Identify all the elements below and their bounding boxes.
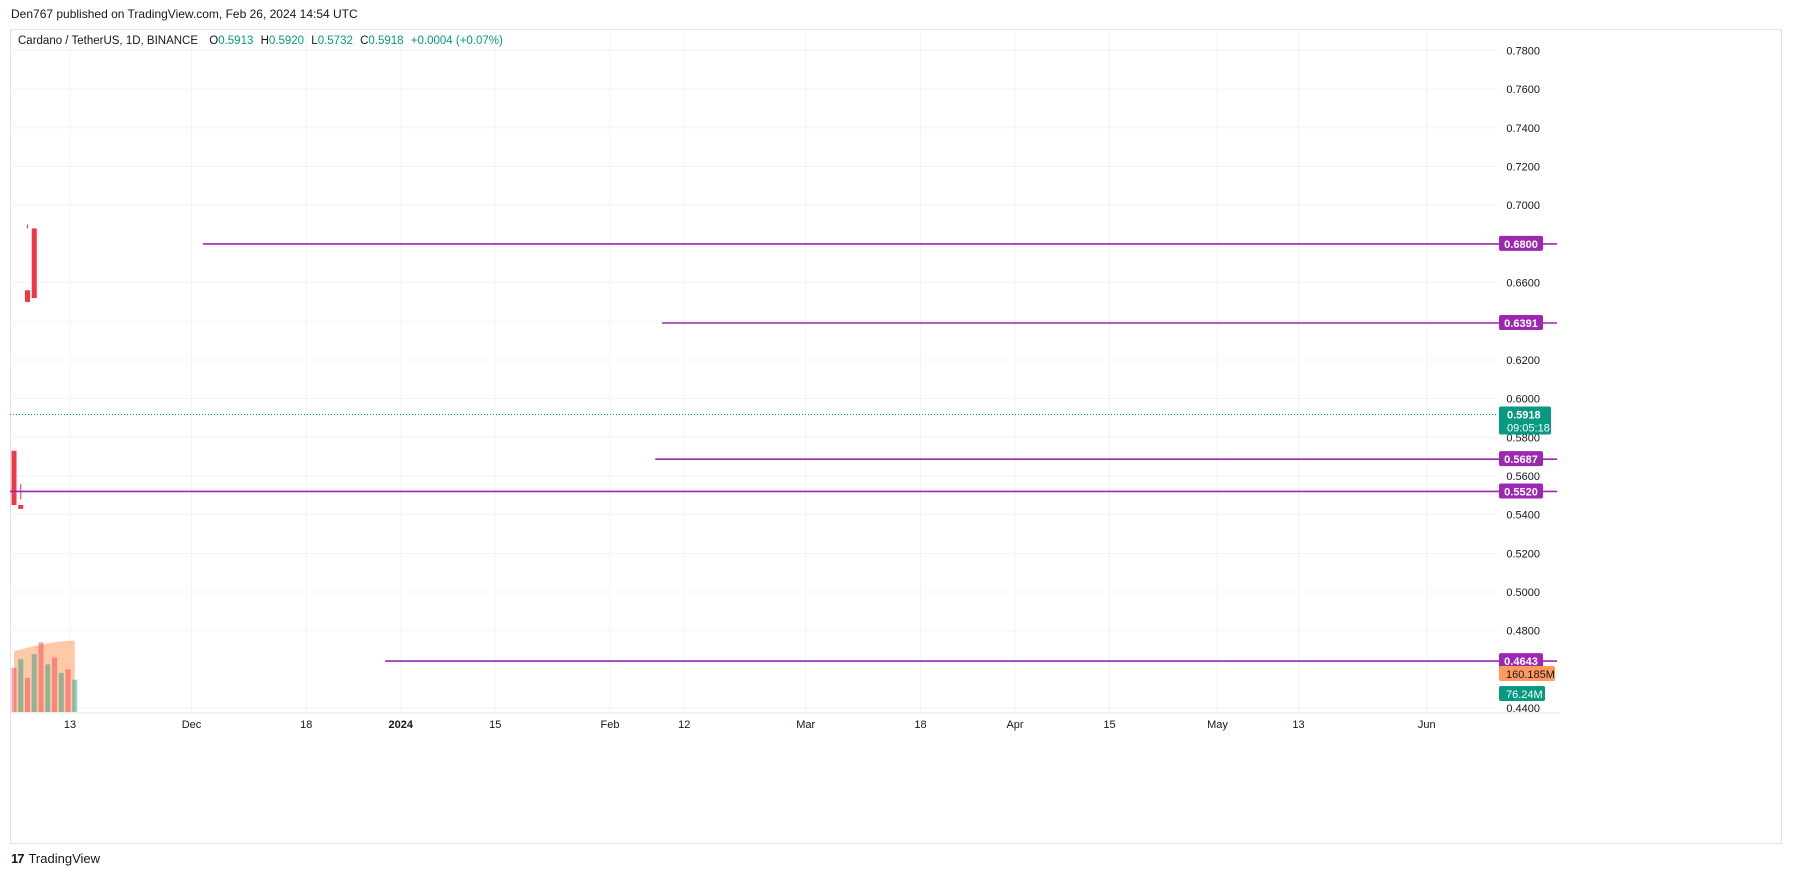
price-tick-label: 0.7400 (1506, 123, 1540, 135)
chart-frame[interactable] (10, 29, 1782, 844)
level-price-tag (1499, 451, 1543, 467)
low-label: L (311, 35, 318, 47)
close-label: C (360, 35, 369, 47)
open-label: O (209, 35, 219, 47)
symbol-legend: Cardano / TetherUS, 1D, BINANCE O0.5913 … (18, 35, 507, 47)
level-price-tag (1499, 235, 1543, 251)
volume-bar (25, 678, 30, 712)
level-price-tag (1499, 315, 1543, 331)
candle-body (18, 504, 24, 509)
level-price-label: 0.6800 (1504, 239, 1538, 251)
candlestick-series (11, 224, 37, 509)
candle-body (25, 290, 30, 302)
price-tick-label: 0.6600 (1506, 278, 1540, 290)
volume-bar (58, 672, 64, 712)
candle-body (31, 228, 37, 299)
level-price-tag (1499, 483, 1543, 499)
high-label: H (260, 35, 269, 47)
publisher-caption: Den767 published on TradingView.com, Feb… (11, 7, 358, 21)
price-tick-label: 0.5400 (1506, 510, 1540, 522)
tradingview-logo-icon: 17 (11, 851, 25, 866)
brand-name: TradingView (28, 851, 101, 866)
volume-bar (18, 659, 24, 712)
price-tick-label: 0.4400 (1506, 703, 1540, 715)
volume-bar (11, 667, 17, 712)
low-value: 0.5732 (317, 35, 353, 47)
price-tick-label: 0.7000 (1506, 200, 1540, 212)
price-tick-label: 0.5000 (1506, 587, 1540, 599)
bar-countdown-label: 09:05:18 (1507, 422, 1550, 434)
volume-ma-tag (1499, 666, 1555, 681)
change-value: +0.0004 (+0.07%) (410, 35, 503, 47)
price-tick-label: 0.6200 (1506, 355, 1540, 367)
time-tick-label: Apr (1006, 719, 1023, 731)
price-tick-label: 0.5600 (1506, 471, 1540, 483)
time-axis: 13 Dec 18 2024 15 Feb 12 Mar 18 Apr 15 May 13 Jun (64, 719, 1436, 731)
current-price-label: 0.5918 (1507, 409, 1541, 421)
volume-bar (45, 664, 51, 712)
price-tick-label: 0.7800 (1506, 46, 1540, 58)
volume-bar (52, 657, 57, 712)
time-tick-label: 15 (489, 719, 501, 731)
volume-bar (72, 679, 78, 712)
volume-ma-label: 160.185M (1506, 669, 1555, 681)
price-tick-label: 0.7200 (1506, 162, 1540, 174)
level-price-label: 0.5520 (1504, 486, 1538, 498)
time-tick-label: 12 (678, 719, 690, 731)
time-tick-label: May (1207, 719, 1228, 731)
candle-body (11, 450, 17, 505)
level-price-label: 0.4643 (1504, 656, 1538, 668)
high-value: 0.5920 (268, 35, 305, 47)
price-tick-label: 0.7600 (1506, 84, 1540, 96)
price-axis: 0.78000.76000.74000.72000.70000.66000.64… (1506, 46, 1540, 716)
horizontal-levels (10, 243, 1557, 662)
price-tick-label: 0.5200 (1506, 548, 1540, 560)
time-tick-label: Dec (182, 719, 202, 731)
current-price-tag (1499, 406, 1551, 435)
time-tick-label: Jun (1418, 719, 1436, 731)
volume-tag (1499, 686, 1545, 701)
time-tick-label: 2024 (389, 719, 414, 731)
time-tick-label: 18 (914, 719, 926, 731)
level-price-label: 0.5687 (1504, 454, 1538, 466)
open-value: 0.5913 (218, 35, 254, 47)
chart-grid (10, 30, 1560, 714)
close-value: 0.5918 (368, 35, 404, 47)
volume-label: 76.24M (1506, 689, 1543, 701)
tradingview-logo[interactable]: 17 TradingView (11, 851, 100, 866)
price-tick-label: 0.5800 (1506, 432, 1540, 444)
time-tick-label: 13 (1292, 719, 1304, 731)
level-price-label: 0.6391 (1504, 318, 1538, 330)
volume-bar (65, 669, 71, 712)
time-tick-label: 13 (64, 719, 76, 731)
volume-ma-area (14, 640, 75, 712)
time-tick-label: Mar (796, 719, 815, 731)
volume-bar (38, 642, 44, 712)
symbol-name[interactable]: Cardano / TetherUS, 1D, BINANCE (18, 35, 199, 47)
level-price-tag (1499, 653, 1543, 669)
price-tags: 0.6800 0.6391 0.5687 0.5520 0.4643 0.591809:0… (1499, 235, 1555, 701)
price-tick-label: 0.4800 (1506, 626, 1540, 638)
time-tick-label: 18 (300, 719, 312, 731)
time-tick-label: 15 (1103, 719, 1115, 731)
volume-bars (11, 640, 78, 712)
price-tick-label: 0.6000 (1506, 394, 1540, 406)
volume-bar (31, 654, 37, 712)
time-tick-label: Feb (601, 719, 620, 731)
